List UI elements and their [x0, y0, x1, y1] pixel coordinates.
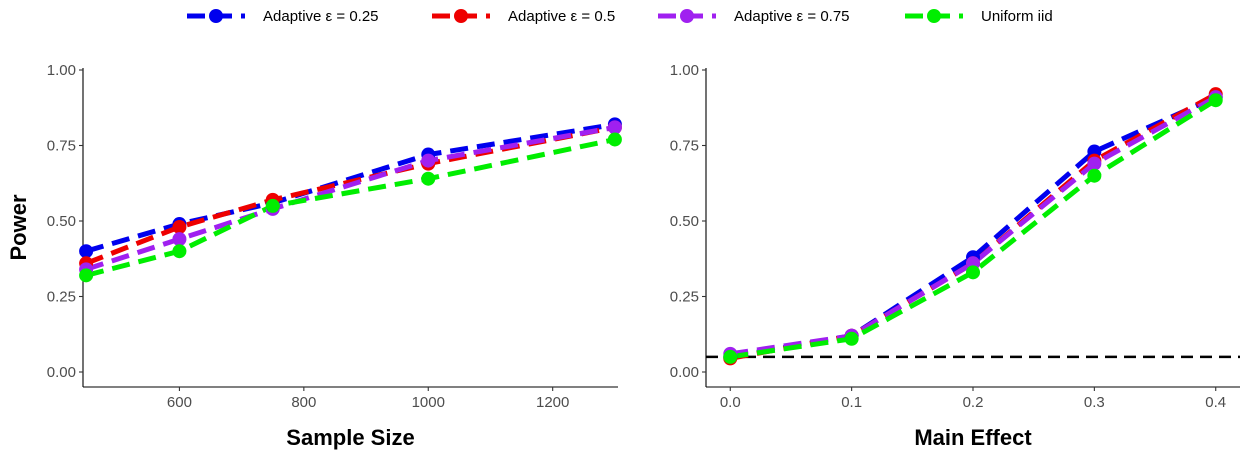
data-point: [607, 132, 622, 147]
y-tick-label: 0.75: [670, 138, 699, 155]
series-line: [729, 95, 1217, 357]
data-point: [421, 171, 436, 186]
data-point: [966, 265, 980, 280]
data-point: [723, 349, 738, 364]
legend: Adaptive ε = 0.25 Adaptive ε = 0.5 Adaptiv…: [187, 8, 1053, 25]
x-tick-label: 1000: [412, 394, 445, 411]
y-tick-label: 0.25: [670, 289, 699, 306]
legend-label: Adaptive ε = 0.75: [734, 8, 850, 25]
data-point: [1208, 93, 1223, 108]
x-tick-label: 0.3: [1084, 394, 1105, 411]
series-line: [729, 92, 1217, 361]
x-tick-label: 800: [291, 394, 316, 411]
y-tick-label: 1.00: [670, 62, 699, 79]
legend-label: Uniform iid: [981, 8, 1053, 25]
legend-label: Adaptive ε = 0.25: [263, 8, 379, 25]
x-tick-label: 0.2: [963, 394, 984, 411]
data-point: [265, 198, 280, 213]
legend-key-point: [927, 9, 941, 23]
x-axis-title: Main Effect: [914, 425, 1032, 450]
x-tick-label: 0.4: [1205, 394, 1226, 411]
y-tick-label: 1.00: [47, 62, 76, 79]
x-tick-label: 0.0: [720, 394, 741, 411]
data-point: [607, 120, 622, 135]
series-line: [85, 137, 616, 278]
y-tick-label: 0.75: [47, 138, 76, 155]
y-tick-label: 0.50: [47, 213, 76, 230]
legend-key-point: [680, 9, 694, 23]
data-point: [79, 268, 94, 283]
y-tick-label: 0.00: [47, 364, 76, 381]
data-point: [1087, 168, 1102, 183]
data-point: [172, 244, 187, 259]
y-tick-label: 0.50: [670, 213, 699, 230]
y-tick-label: 0.00: [670, 364, 699, 381]
data-point: [79, 244, 94, 259]
legend-key-point: [454, 9, 468, 23]
y-tick-label: 0.25: [47, 289, 76, 306]
panel-sample-size: 0.00 0.25 0.50 0.75 1.00 600 800 1000 1200 Sample…: [6, 62, 622, 450]
x-axis-title: Sample Size: [286, 425, 414, 450]
legend-label: Adaptive ε = 0.5: [508, 8, 615, 25]
panel-main-effect: 0.00 0.25 0.50 0.75 1.00 0.0 0.1 0.2 0.3 0.4 Main …: [670, 62, 1240, 450]
data-point: [172, 220, 187, 235]
legend-key-point: [209, 9, 223, 23]
series-line: [729, 98, 1218, 360]
data-point: [421, 153, 436, 168]
y-axis-title: Power: [6, 194, 31, 260]
data-point: [844, 331, 859, 346]
x-tick-label: 600: [167, 394, 192, 411]
data-point: [172, 232, 187, 247]
x-tick-label: 0.1: [841, 394, 862, 411]
x-tick-label: 1200: [536, 394, 569, 411]
series-line: [85, 124, 616, 272]
data-point: [1087, 156, 1102, 171]
